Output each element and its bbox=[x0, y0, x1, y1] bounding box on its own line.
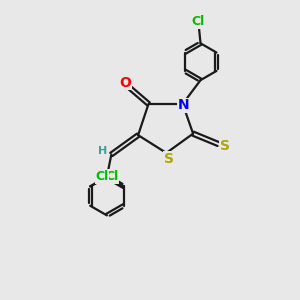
Text: Cl: Cl bbox=[192, 15, 205, 28]
Text: H: H bbox=[98, 146, 108, 156]
Text: N: N bbox=[178, 98, 189, 112]
Text: S: S bbox=[164, 152, 174, 166]
Text: Cl: Cl bbox=[105, 170, 119, 183]
Text: S: S bbox=[220, 140, 230, 153]
Text: O: O bbox=[119, 76, 131, 89]
Text: Cl: Cl bbox=[95, 170, 109, 183]
